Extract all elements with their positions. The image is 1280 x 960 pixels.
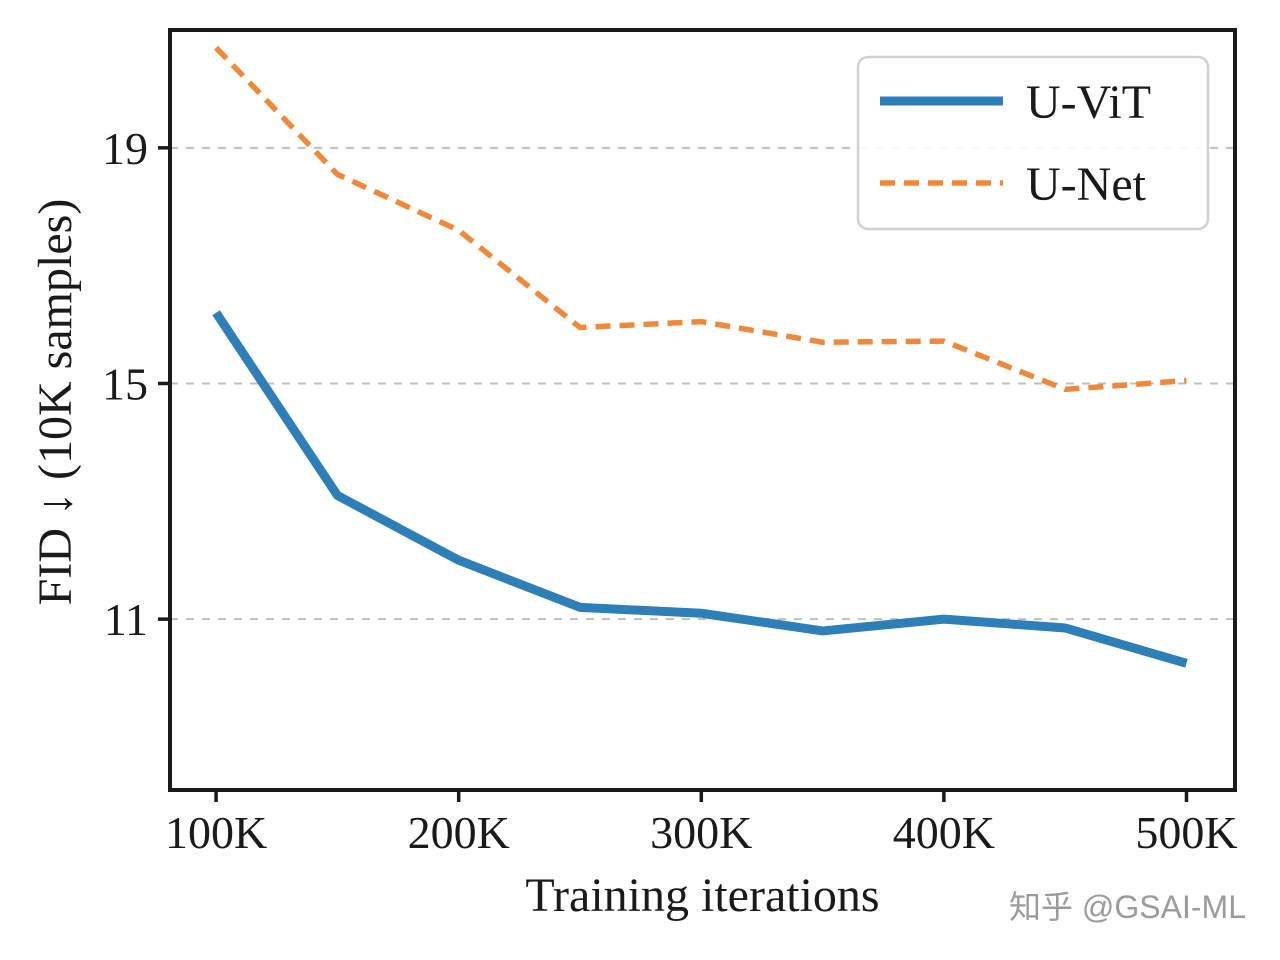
legend-label-u-vit: U-ViT	[1026, 76, 1151, 129]
series-line-u-vit	[212, 310, 1188, 668]
x-tick-label: 500K	[1135, 807, 1237, 858]
y-tick-label: 11	[104, 594, 148, 645]
y-tick-label: 15	[102, 359, 148, 410]
plot-border	[168, 28, 1237, 792]
x-tick-label: 100K	[165, 807, 267, 858]
x-tick-label: 400K	[893, 807, 995, 858]
x-axis-label: Training iterations	[525, 869, 880, 922]
watermark: 知乎 @GSAI-ML	[1009, 889, 1246, 925]
y-tick-label: 19	[102, 123, 148, 174]
series-line-u-net	[214, 45, 1187, 393]
x-tick-label: 300K	[650, 807, 752, 858]
x-tick-label: 200K	[408, 807, 510, 858]
y-axis-label: FID ↓ (10K samples)	[29, 198, 82, 606]
legend-label-u-net: U-Net	[1026, 158, 1147, 211]
